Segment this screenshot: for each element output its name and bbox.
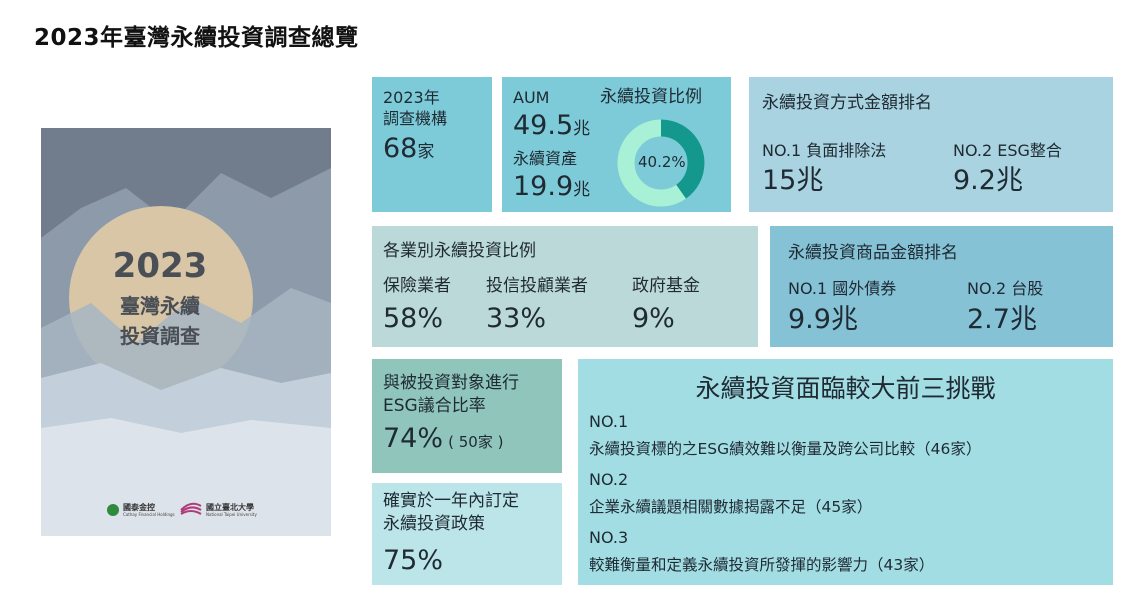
method-rank-1-label: NO.1 負面排除法 [762, 141, 887, 160]
method-ranking-title: 永續投資方式金額排名 [762, 93, 932, 113]
cover-logos: 國泰金控 Cathay Financial Holdings 國立臺北大學 Na… [41, 498, 331, 522]
method-ranking-card: 永續投資方式金額排名 NO.1 負面排除法 15兆 NO.2 ESG整合 9.2… [749, 77, 1113, 212]
cover-illustration [41, 128, 331, 536]
ntpu-logo-icon [180, 502, 202, 515]
product-rank-2-label: NO.2 台股 [967, 279, 1044, 298]
challenge-text: 永續投資標的之ESG績效難以衡量及跨公司比較（46家） [589, 440, 982, 458]
institutions-label: 2023年 [383, 88, 440, 107]
ratio-value: 40.2% [638, 153, 686, 171]
challenges-card: 永續投資面臨較大前三挑戰 NO.1 永續投資標的之ESG績效難以衡量及跨公司比較… [578, 359, 1113, 585]
donut-filled-segment [617, 119, 705, 207]
policy-card: 確實於一年內訂定 永續投資政策 75% [372, 483, 562, 585]
sustainable-assets-value: 19.9 [513, 171, 574, 202]
institutions-card: 2023年 調查機構 68家 [372, 77, 492, 212]
logo-ntpu-name: 國立臺北大學 [206, 503, 254, 512]
policy-label: 確實於一年內訂定 [383, 491, 519, 511]
industry-ratio-title: 各業別永續投資比例 [383, 241, 536, 261]
sustainable-assets-label: 永續資產 [513, 149, 578, 168]
logo-cathay-sub: Cathay Financial Holdings [123, 512, 175, 517]
industry-label: 投信投顧業者 [486, 276, 588, 296]
method-rank-2-label: NO.2 ESG整合 [953, 141, 1062, 160]
aum-label: AUM [513, 88, 550, 107]
engagement-card: 與被投資對象進行 ESG議合比率 74% ( 50家 ) [372, 359, 562, 473]
report-cover: 2023 臺灣永續 投資調查 國泰金控 Cathay Financial Hol… [41, 128, 331, 536]
product-ranking-card: 永續投資商品金額排名 NO.1 國外債券 9.9兆 NO.2 台股 2.7兆 [770, 226, 1113, 347]
industry-value: 9% [632, 303, 675, 334]
ratio-label: 永續投資比例 [600, 87, 702, 107]
institutions-count: 68 [383, 133, 418, 164]
challenge-text: 企業永續議題相關數據揭露不足（45家） [589, 498, 873, 516]
institutions-unit: 家 [417, 142, 435, 162]
cover-year: 2023 [112, 246, 208, 286]
challenge-text: 較難衡量和定義永續投資所發揮的影響力（43家） [589, 556, 935, 574]
ratio-donut-chart [617, 119, 705, 207]
product-rank-1-value: 9.9兆 [788, 304, 858, 335]
engagement-label: 與被投資對象進行 [383, 373, 519, 393]
challenge-rank: NO.2 [589, 470, 629, 489]
industry-label: 政府基金 [632, 276, 700, 296]
sustainable-assets-unit: 兆 [573, 180, 591, 200]
product-rank-1-label: NO.1 國外債券 [788, 279, 897, 298]
aum-card: AUM 49.5兆 永續資產 19.9兆 永續投資比例 40.2% [502, 77, 731, 212]
challenge-rank: NO.1 [589, 412, 629, 431]
industry-label: 保險業者 [383, 276, 451, 296]
engagement-label: ESG議合比率 [383, 396, 486, 416]
product-ranking-title: 永續投資商品金額排名 [788, 243, 958, 263]
policy-value: 75% [383, 545, 444, 576]
cover-title-line: 臺灣永續 [120, 294, 200, 318]
challenges-title: 永續投資面臨較大前三挑戰 [695, 374, 996, 403]
logo-cathay-name: 國泰金控 [123, 503, 155, 512]
logo-ntpu-sub: National Taipei University [206, 512, 257, 517]
page-title: 2023年臺灣永續投資調查總覽 [34, 25, 359, 51]
engagement-note: ( 50家 ) [448, 433, 504, 451]
industry-ratio-card: 各業別永續投資比例 保險業者 58% 投信投顧業者 33% 政府基金 9% [372, 226, 758, 347]
cathay-logo-icon [107, 504, 119, 516]
aum-unit: 兆 [573, 119, 591, 139]
engagement-value: 74% [383, 423, 444, 454]
challenge-rank: NO.3 [589, 528, 629, 547]
cover-title-line: 投資調查 [120, 324, 200, 348]
method-rank-2-value: 9.2兆 [953, 165, 1023, 196]
method-rank-1-value: 15兆 [762, 165, 824, 196]
product-rank-2-value: 2.7兆 [967, 304, 1037, 335]
industry-value: 58% [383, 303, 444, 334]
industry-value: 33% [486, 303, 547, 334]
institutions-label: 調查機構 [383, 109, 448, 128]
aum-value: 49.5 [513, 110, 574, 141]
policy-label: 永續投資政策 [383, 514, 485, 534]
